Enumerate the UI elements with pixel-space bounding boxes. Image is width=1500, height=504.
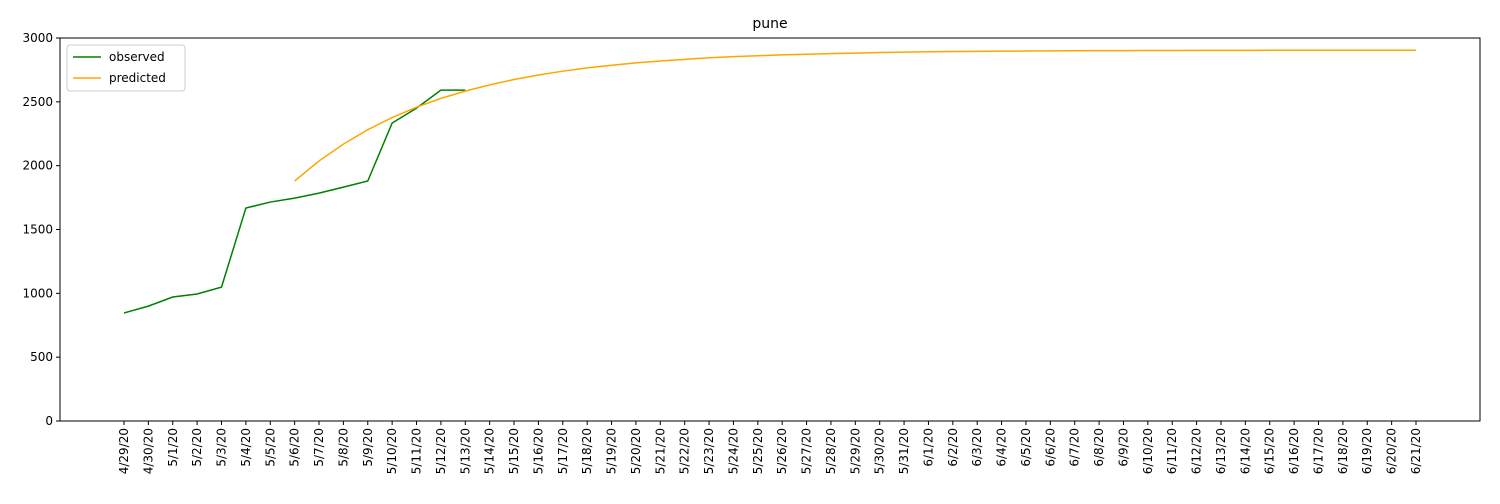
x-tick-label: 5/13/20 [458,428,472,474]
x-tick-label: 5/20/20 [629,428,643,474]
x-tick-label: 5/11/20 [410,428,424,474]
x-tick-label: 6/12/20 [1190,428,1204,474]
x-tick-label: 5/28/20 [824,428,838,474]
x-tick-label: 5/12/20 [434,428,448,474]
x-tick-label: 5/21/20 [653,428,667,474]
y-tick-label: 1000 [22,286,53,300]
x-tick-label: 5/7/20 [312,428,326,467]
x-tick-label: 6/14/20 [1238,428,1252,474]
x-tick-label: 6/16/20 [1287,428,1301,474]
x-tick-label: 6/19/20 [1360,428,1374,474]
x-tick-label: 5/29/20 [848,428,862,474]
x-tick-label: 6/8/20 [1092,428,1106,467]
x-tick-label: 6/5/20 [1019,428,1033,467]
x-tick-label: 6/2/20 [946,428,960,467]
x-tick-label: 6/4/20 [995,428,1009,467]
x-tick-label: 5/10/20 [385,428,399,474]
x-tick-label: 5/25/20 [751,428,765,474]
x-tick-label: 6/1/20 [921,428,935,467]
y-tick-label: 3000 [22,31,53,45]
x-tick-label: 5/30/20 [873,428,887,474]
x-tick-label: 6/18/20 [1336,428,1350,474]
plot-frame [59,37,1481,422]
x-tick-label: 5/9/20 [361,428,375,467]
x-tick-label: 5/15/20 [507,428,521,474]
x-tick-label: 5/23/20 [702,428,716,474]
chart-title: pune [752,16,787,32]
x-tick-label: 5/24/20 [726,428,740,474]
x-tick-label: 4/29/20 [117,428,131,474]
x-tick-label: 5/22/20 [678,428,692,474]
x-tick-label: 6/7/20 [1068,428,1082,467]
x-tick-label: 5/3/20 [215,428,229,467]
x-tick-label: 5/6/20 [288,428,302,467]
x-tick-label: 6/9/20 [1116,428,1130,467]
x-tick-label: 5/18/20 [580,428,594,474]
x-tick-label: 5/19/20 [605,428,619,474]
line [123,89,466,314]
x-tick-label: 5/26/20 [775,428,789,474]
x-tick-label: 6/21/20 [1409,428,1423,474]
x-tick-label: 6/20/20 [1385,428,1399,474]
x-tick-label: 6/10/20 [1141,428,1155,474]
y-tick-label: 500 [30,350,53,364]
x-tick-label: 5/27/20 [800,428,814,474]
x-tick-label: 5/4/20 [239,428,253,467]
x-tick-label: 6/15/20 [1263,428,1277,474]
y-tick-label: 0 [45,414,53,428]
y-tick-label: 2500 [22,95,53,109]
x-tick-label: 6/6/20 [1043,428,1057,467]
x-tick-label: 5/1/20 [166,428,180,467]
x-tick-label: 5/2/20 [190,428,204,467]
legend-label: observed [109,50,165,64]
x-tick-label: 4/30/20 [141,428,155,474]
x-tick-label: 6/11/20 [1165,428,1179,474]
y-tick-label: 1500 [22,223,53,237]
x-tick-label: 5/31/20 [897,428,911,474]
x-tick-label: 6/17/20 [1311,428,1325,474]
x-tick-label: 5/5/20 [263,428,277,467]
legend-label: predicted [109,71,166,85]
x-tick-label: 6/3/20 [970,428,984,467]
line [294,49,1416,182]
x-tick-label: 5/16/20 [531,428,545,474]
legend: observed predicted [66,44,186,92]
x-tick-label: 6/13/20 [1214,428,1228,474]
y-tick-label: 2000 [22,159,53,173]
x-tick-label: 5/8/20 [336,428,350,467]
x-tick-label: 5/17/20 [556,428,570,474]
x-tick-label: 5/14/20 [483,428,497,474]
